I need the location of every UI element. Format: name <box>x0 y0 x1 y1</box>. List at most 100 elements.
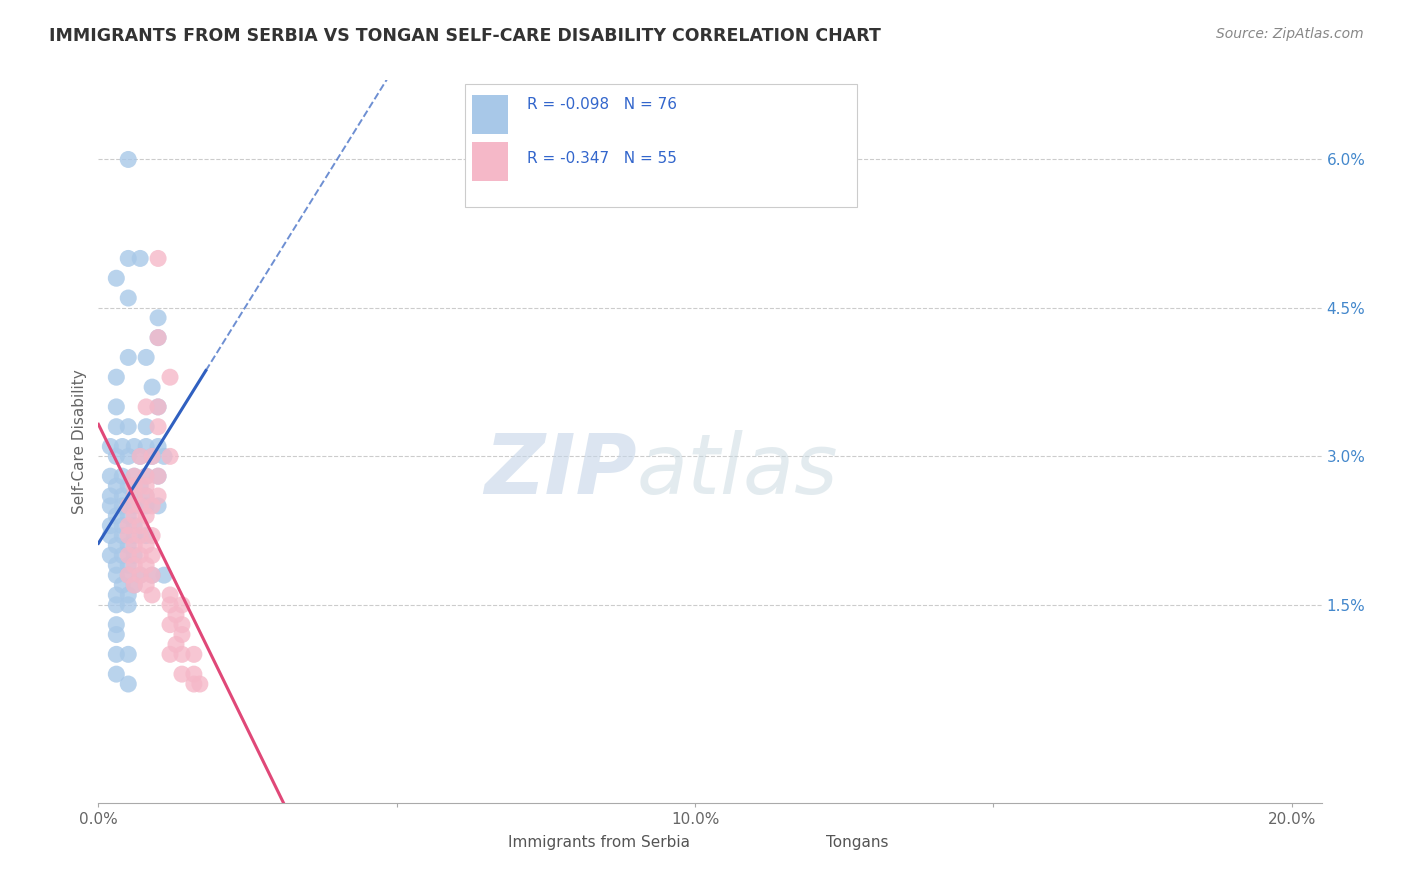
Point <box>111 549 134 563</box>
Point <box>170 617 193 632</box>
Point <box>117 568 139 582</box>
Text: IMMIGRANTS FROM SERBIA VS TONGAN SELF-CARE DISABILITY CORRELATION CHART: IMMIGRANTS FROM SERBIA VS TONGAN SELF-CA… <box>49 27 882 45</box>
Point <box>105 450 128 464</box>
Point <box>98 489 121 503</box>
Point <box>141 568 163 582</box>
Point <box>159 598 181 612</box>
Point <box>141 528 163 542</box>
Point <box>159 617 181 632</box>
Point <box>117 499 139 513</box>
Point <box>98 499 121 513</box>
Point <box>135 508 157 523</box>
Point <box>146 310 169 325</box>
Text: atlas: atlas <box>637 430 838 511</box>
Point <box>129 518 152 533</box>
Point <box>159 588 181 602</box>
Point <box>122 489 145 503</box>
Point <box>129 568 152 582</box>
FancyBboxPatch shape <box>471 95 508 135</box>
Point <box>105 598 128 612</box>
Point <box>117 677 139 691</box>
Point <box>105 419 128 434</box>
Point <box>111 518 134 533</box>
Point <box>146 330 169 344</box>
Text: Source: ZipAtlas.com: Source: ZipAtlas.com <box>1216 27 1364 41</box>
Point <box>98 549 121 563</box>
FancyBboxPatch shape <box>465 84 856 207</box>
Point <box>122 479 145 493</box>
Point <box>117 153 139 167</box>
Point <box>135 578 157 592</box>
Point <box>111 440 134 454</box>
Point <box>117 351 139 365</box>
Point <box>117 291 139 305</box>
Point <box>117 558 139 573</box>
Point <box>146 489 169 503</box>
Point <box>141 450 163 464</box>
Point <box>117 539 139 553</box>
FancyBboxPatch shape <box>471 142 508 181</box>
Point <box>159 370 181 384</box>
Point <box>159 648 181 662</box>
Point <box>122 558 145 573</box>
Point <box>183 667 205 681</box>
Point <box>117 252 139 266</box>
Point <box>105 588 128 602</box>
Point <box>117 588 139 602</box>
Point <box>117 479 139 493</box>
Point <box>135 419 157 434</box>
Y-axis label: Self-Care Disability: Self-Care Disability <box>72 369 87 514</box>
Point <box>129 528 152 542</box>
Point <box>98 440 121 454</box>
Point <box>153 450 176 464</box>
Point <box>117 450 139 464</box>
Point <box>135 469 157 483</box>
Point <box>129 568 152 582</box>
Point <box>105 539 128 553</box>
Point <box>170 627 193 641</box>
Point <box>105 370 128 384</box>
Point <box>129 499 152 513</box>
Point <box>122 539 145 553</box>
Point <box>117 568 139 582</box>
Point <box>141 588 163 602</box>
Point <box>146 499 169 513</box>
Point <box>117 648 139 662</box>
Text: ZIP: ZIP <box>484 430 637 511</box>
Point <box>111 528 134 542</box>
Point <box>135 528 157 542</box>
Point <box>135 489 157 503</box>
Point <box>105 568 128 582</box>
Point <box>141 568 163 582</box>
Point <box>122 499 145 513</box>
Point <box>183 677 205 691</box>
Point <box>170 648 193 662</box>
Point <box>98 469 121 483</box>
Point <box>135 400 157 414</box>
Point <box>122 578 145 592</box>
Point <box>122 528 145 542</box>
Point <box>146 419 169 434</box>
Point <box>122 440 145 454</box>
Point <box>122 469 145 483</box>
Text: R = -0.347   N = 55: R = -0.347 N = 55 <box>526 151 676 166</box>
Point <box>141 549 163 563</box>
Point <box>183 648 205 662</box>
Point <box>141 380 163 394</box>
Point <box>159 450 181 464</box>
Point <box>122 518 145 533</box>
Point <box>122 549 145 563</box>
Point <box>146 252 169 266</box>
Point <box>165 607 187 622</box>
Point <box>146 440 169 454</box>
Point <box>135 558 157 573</box>
Point <box>146 469 169 483</box>
Point <box>188 677 211 691</box>
FancyBboxPatch shape <box>783 828 818 857</box>
Point <box>129 450 152 464</box>
Point <box>135 469 157 483</box>
Point <box>105 400 128 414</box>
Point <box>105 627 128 641</box>
Point <box>146 400 169 414</box>
Point <box>117 518 139 533</box>
